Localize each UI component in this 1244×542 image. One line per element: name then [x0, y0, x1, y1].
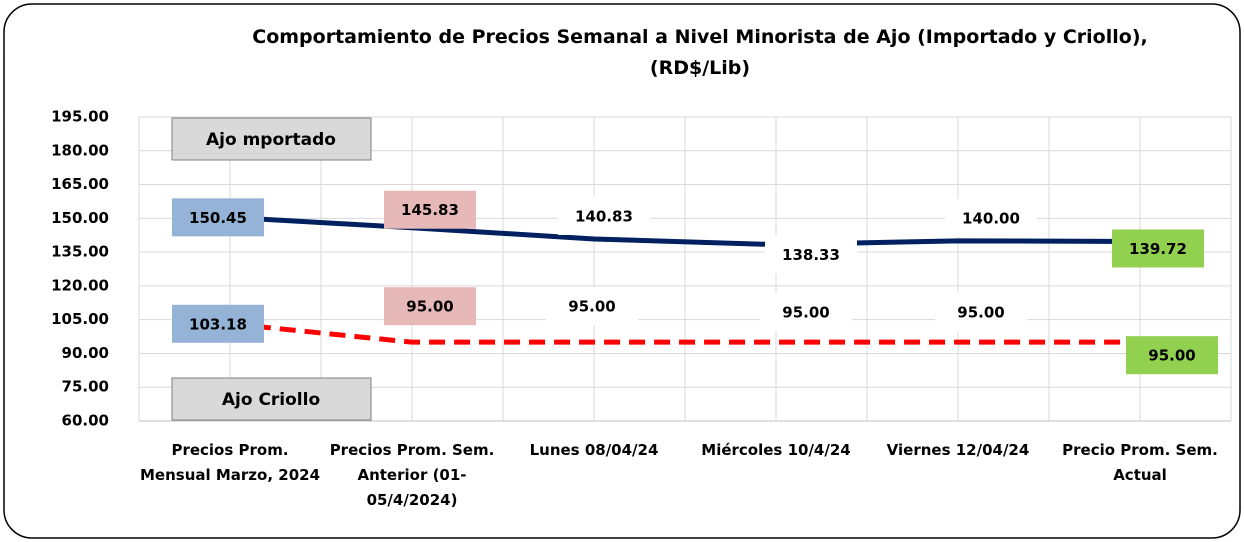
x-tick-label: Miércoles 10/4/24	[701, 441, 851, 459]
series-annotation-box	[171, 377, 372, 421]
series-annotation: Ajo Criollo	[222, 390, 320, 410]
x-tick-label: Lunes 08/04/24	[529, 441, 659, 459]
data-label: 95.00	[957, 304, 1004, 322]
chart-title: Comportamiento de Precios Semanal a Nive…	[252, 26, 1148, 79]
y-tick-label: 60.00	[62, 412, 109, 430]
series-line	[229, 321, 1140, 345]
y-tick-label: 165.00	[51, 175, 109, 193]
data-label-box	[760, 293, 852, 332]
data-label-box	[945, 198, 1037, 237]
data-label-box	[384, 287, 476, 326]
y-tick-label: 75.00	[62, 378, 109, 396]
data-label: 139.72	[1129, 240, 1187, 258]
data-label: 103.18	[189, 315, 247, 333]
y-tick-label: 195.00	[51, 108, 109, 126]
data-label: 140.83	[575, 207, 633, 225]
data-label-box	[1126, 336, 1218, 375]
data-label-box	[172, 198, 264, 237]
x-tick-label: Viernes 12/04/24	[886, 441, 1030, 459]
y-tick-label: 150.00	[51, 209, 109, 227]
data-label-box	[1112, 229, 1204, 268]
data-label: 138.33	[782, 246, 840, 264]
y-tick-label: 135.00	[51, 243, 109, 261]
data-label: 145.83	[401, 201, 459, 219]
y-tick-label: 180.00	[51, 141, 109, 159]
data-label: 95.00	[568, 298, 615, 316]
series-line	[229, 214, 1141, 248]
data-label-box	[935, 293, 1027, 332]
y-tick-label: 105.00	[51, 310, 109, 328]
data-label: 95.00	[782, 304, 829, 322]
x-tick-label: Precios Prom. Mensual Marzo, 2024	[139, 441, 321, 484]
data-label-box	[546, 287, 638, 326]
data-label: 95.00	[1148, 347, 1195, 365]
data-label: 140.00	[962, 209, 1020, 227]
data-label-box	[765, 235, 857, 274]
series-annotation: Ajo mportado	[206, 130, 336, 150]
data-label: 95.00	[406, 298, 453, 316]
data-label: 150.45	[189, 209, 247, 227]
data-label-box	[558, 196, 650, 235]
series-annotation-box	[171, 117, 372, 161]
y-tick-label: 90.00	[62, 344, 109, 362]
data-label-box	[172, 304, 264, 343]
x-tick-label: Precio Prom. Sem. Actual	[1062, 441, 1218, 484]
x-tick-label: Precios Prom. Sem. Anterior (01-05/4/202…	[329, 441, 495, 509]
y-tick-label: 120.00	[51, 276, 109, 294]
data-label-box	[384, 190, 476, 229]
